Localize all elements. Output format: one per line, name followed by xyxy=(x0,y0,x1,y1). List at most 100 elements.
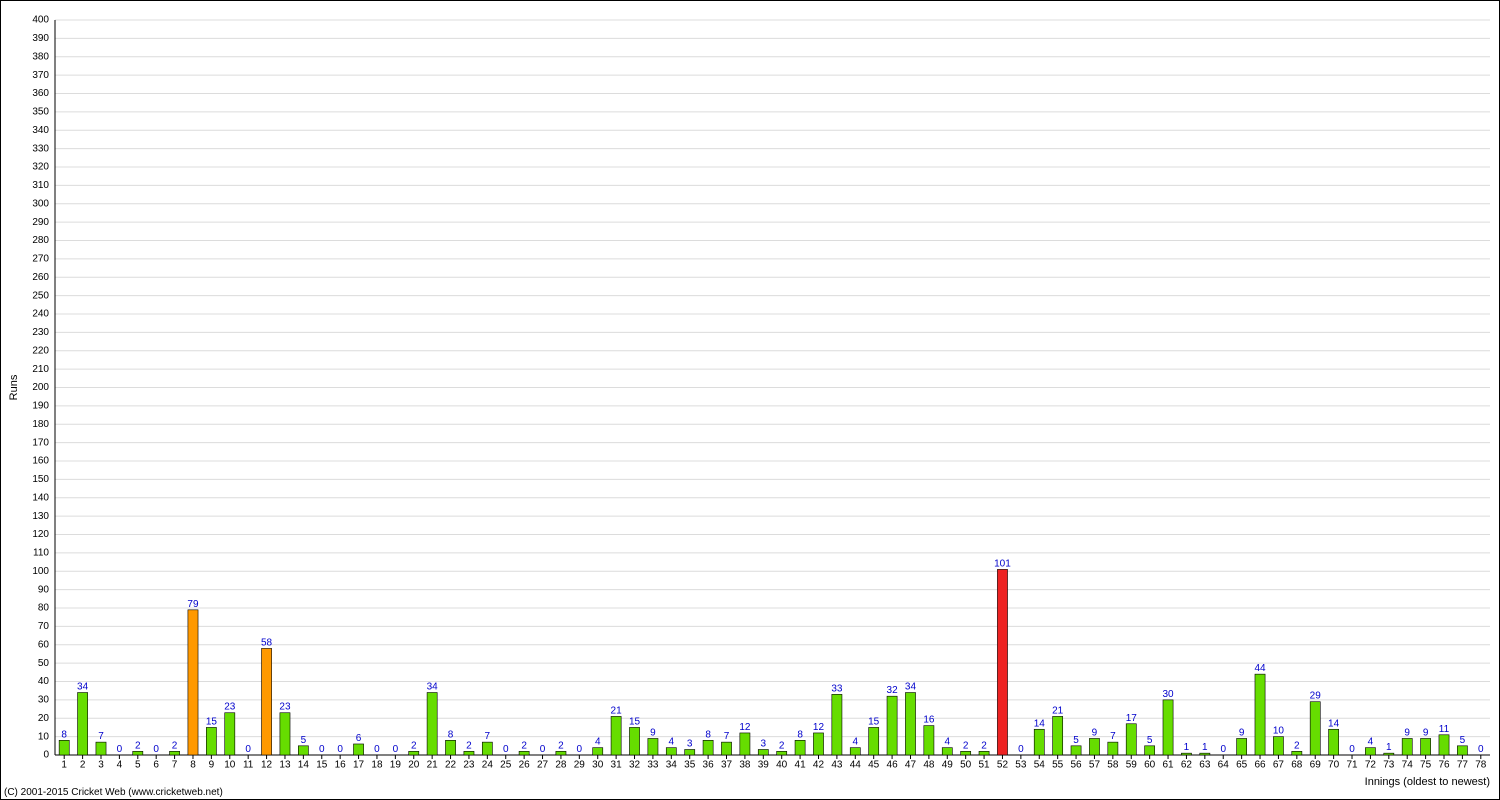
svg-text:0: 0 xyxy=(153,744,159,755)
svg-text:210: 210 xyxy=(32,364,49,375)
bar xyxy=(685,749,695,755)
bar xyxy=(869,727,879,755)
svg-text:60: 60 xyxy=(38,639,50,650)
bar xyxy=(206,727,216,755)
svg-text:49: 49 xyxy=(942,759,954,770)
svg-text:72: 72 xyxy=(1365,759,1377,770)
svg-text:0: 0 xyxy=(245,744,251,755)
svg-text:45: 45 xyxy=(868,759,880,770)
svg-text:47: 47 xyxy=(905,759,917,770)
bar xyxy=(1402,738,1412,755)
bar xyxy=(96,742,106,755)
svg-text:32: 32 xyxy=(629,759,641,770)
svg-text:42: 42 xyxy=(813,759,825,770)
svg-text:26: 26 xyxy=(519,759,531,770)
bar xyxy=(593,748,603,755)
svg-text:12: 12 xyxy=(813,722,825,733)
svg-text:8: 8 xyxy=(61,729,67,740)
svg-text:120: 120 xyxy=(32,529,49,540)
svg-text:14: 14 xyxy=(1328,718,1340,729)
svg-text:310: 310 xyxy=(32,180,49,191)
svg-text:15: 15 xyxy=(316,759,328,770)
svg-text:56: 56 xyxy=(1070,759,1082,770)
svg-text:15: 15 xyxy=(868,716,880,727)
bar xyxy=(832,694,842,755)
bar xyxy=(133,751,143,755)
svg-text:22: 22 xyxy=(445,759,457,770)
bar xyxy=(1273,737,1283,755)
copyright-text: (C) 2001-2015 Cricket Web (www.cricketwe… xyxy=(4,787,223,798)
svg-text:55: 55 xyxy=(1052,759,1064,770)
svg-text:200: 200 xyxy=(32,382,49,393)
svg-text:300: 300 xyxy=(32,198,49,209)
svg-text:250: 250 xyxy=(32,290,49,301)
svg-text:5: 5 xyxy=(1460,735,1466,746)
svg-text:10: 10 xyxy=(38,731,50,742)
svg-text:61: 61 xyxy=(1162,759,1174,770)
svg-text:25: 25 xyxy=(500,759,512,770)
svg-text:7: 7 xyxy=(98,731,104,742)
svg-text:70: 70 xyxy=(1328,759,1340,770)
svg-text:260: 260 xyxy=(32,272,49,283)
svg-text:11: 11 xyxy=(1439,724,1450,735)
svg-text:90: 90 xyxy=(38,584,50,595)
bar xyxy=(353,744,363,755)
svg-text:400: 400 xyxy=(32,15,49,26)
svg-text:4: 4 xyxy=(117,759,123,770)
svg-text:50: 50 xyxy=(960,759,972,770)
svg-text:0: 0 xyxy=(374,744,380,755)
svg-text:6: 6 xyxy=(153,759,159,770)
svg-text:5: 5 xyxy=(1073,735,1079,746)
svg-text:0: 0 xyxy=(1220,744,1226,755)
bar xyxy=(1034,729,1044,755)
svg-text:2: 2 xyxy=(135,740,141,751)
bar xyxy=(78,693,88,755)
svg-text:10: 10 xyxy=(1273,726,1285,737)
svg-text:9: 9 xyxy=(650,727,656,738)
svg-text:2: 2 xyxy=(521,740,527,751)
bar xyxy=(997,569,1007,755)
svg-text:7: 7 xyxy=(485,731,491,742)
svg-text:43: 43 xyxy=(831,759,843,770)
svg-text:0: 0 xyxy=(577,744,583,755)
svg-text:320: 320 xyxy=(32,162,49,173)
svg-text:4: 4 xyxy=(853,737,859,748)
svg-text:78: 78 xyxy=(1475,759,1487,770)
svg-text:1: 1 xyxy=(1202,742,1208,753)
bar xyxy=(721,742,731,755)
svg-text:2: 2 xyxy=(1294,740,1300,751)
svg-text:73: 73 xyxy=(1383,759,1395,770)
svg-text:80: 80 xyxy=(38,603,50,614)
svg-text:0: 0 xyxy=(1478,744,1484,755)
svg-text:350: 350 xyxy=(32,107,49,118)
svg-text:15: 15 xyxy=(629,716,641,727)
svg-text:57: 57 xyxy=(1089,759,1101,770)
svg-text:31: 31 xyxy=(611,759,623,770)
svg-text:64: 64 xyxy=(1218,759,1230,770)
bar xyxy=(1255,674,1265,755)
svg-text:71: 71 xyxy=(1346,759,1358,770)
svg-text:46: 46 xyxy=(887,759,899,770)
svg-text:110: 110 xyxy=(33,548,49,559)
bar xyxy=(519,751,529,755)
bar xyxy=(1365,748,1375,755)
svg-text:30: 30 xyxy=(38,695,50,706)
svg-text:150: 150 xyxy=(32,474,49,485)
svg-text:62: 62 xyxy=(1181,759,1193,770)
svg-text:44: 44 xyxy=(1254,663,1266,674)
svg-text:68: 68 xyxy=(1291,759,1303,770)
svg-text:12: 12 xyxy=(261,759,273,770)
bar xyxy=(850,748,860,755)
svg-text:9: 9 xyxy=(209,759,215,770)
svg-text:23: 23 xyxy=(279,702,291,713)
svg-text:37: 37 xyxy=(721,759,733,770)
svg-text:33: 33 xyxy=(647,759,659,770)
svg-text:0: 0 xyxy=(337,744,343,755)
svg-text:2: 2 xyxy=(411,740,417,751)
svg-text:35: 35 xyxy=(684,759,696,770)
bar xyxy=(280,713,290,755)
svg-text:14: 14 xyxy=(1034,718,1046,729)
bar xyxy=(611,716,621,755)
bar xyxy=(961,751,971,755)
bar xyxy=(905,693,915,755)
